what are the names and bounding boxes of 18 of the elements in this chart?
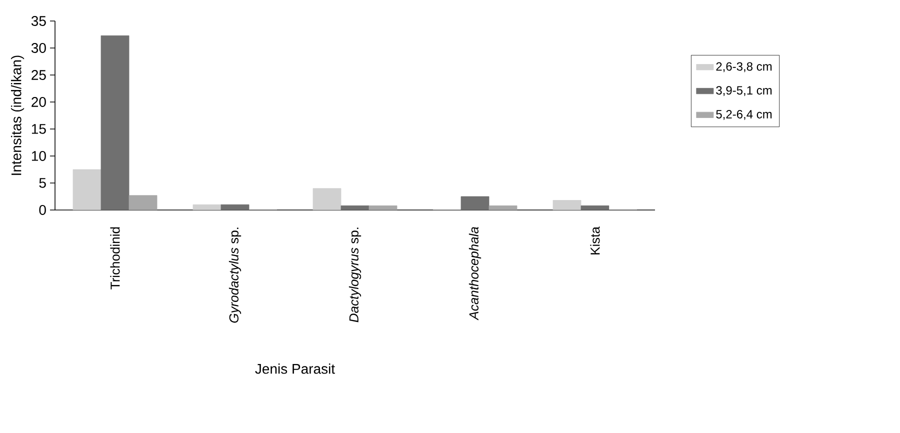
legend-label: 5,2-6,4 cm (716, 110, 772, 120)
x-tick-label: Acanthocephala (468, 226, 482, 320)
x-tick-label: Trichodinid (110, 227, 120, 290)
x-tick-label: Gyrodactylus sp. (228, 228, 242, 323)
y-tick-label: 15 (32, 124, 46, 134)
y-tick-label: 35 (31, 16, 46, 26)
y-tick-label: 30 (31, 43, 46, 53)
y-tick-label: 20 (32, 97, 46, 107)
y-tick-label: 10 (32, 151, 46, 161)
y-tick-label: 25 (32, 70, 46, 80)
x-tick-label: Kista (590, 226, 600, 254)
x-axis-title: Jenis Parasit (255, 364, 335, 374)
y-tick-label: 0 (39, 205, 46, 215)
y-axis-title: Intensitas (ind/ikan) (10, 56, 24, 175)
y-tick-label: 5 (39, 178, 46, 188)
legend-label: 2,6-3,8 cm (716, 62, 772, 72)
x-tick-label: Dactylogyrus sp. (348, 228, 362, 322)
legend-label: 3,9-5,1 cm (716, 86, 772, 96)
